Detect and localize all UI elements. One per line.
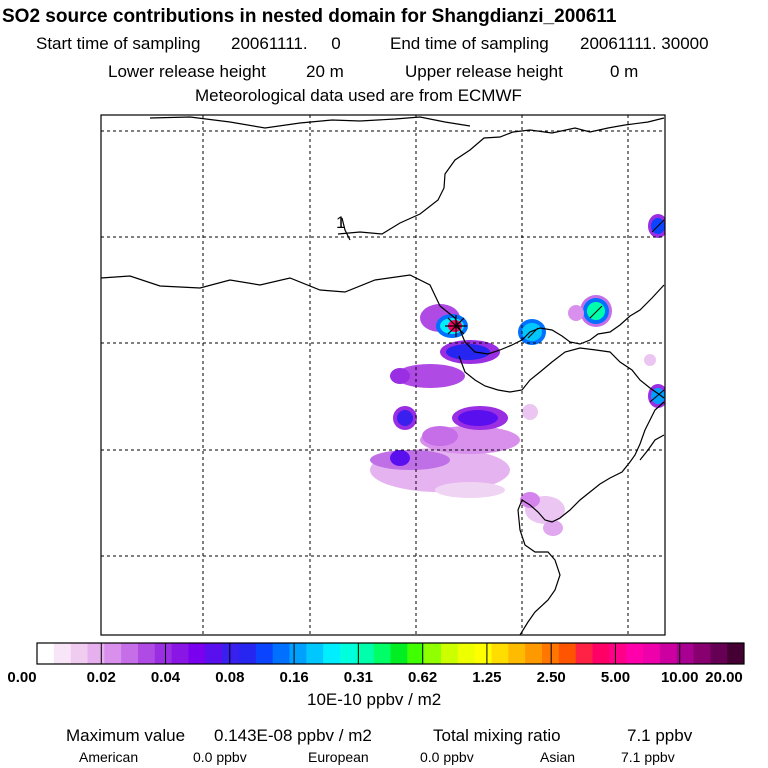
colorbar-cell [239,643,257,664]
max-value: 0.143E-08 ppbv / m2 [214,726,372,745]
colorbar-cell [727,643,745,664]
start-time-value: 20061111. 0 [231,34,341,53]
colorbar-cell [491,643,509,664]
colorbar-cell [171,643,189,664]
colorbar-tick-label: 0.62 [408,669,438,686]
colorbar-cell [70,643,88,664]
colorbar-frame [36,642,745,665]
met-data-line: Meteorological data used are from ECMWF [195,86,522,105]
colorbar-cell [558,643,577,664]
colorbar-cell [104,643,122,664]
colorbar-cell [306,643,324,664]
colorbar-cell [188,643,206,664]
concentration-field [370,214,665,536]
colorbar-tick-label: 0.31 [343,669,373,686]
colorbar-cell [609,643,627,664]
colorbar-cell [575,643,593,664]
colorbar-tick-label: 2.50 [536,669,566,686]
colorbar-cell [474,643,492,664]
asian-label: Asian [540,749,576,765]
colorbar-tick-label: 0.02 [86,669,116,686]
total-mixing-value: 7.1 ppbv [627,726,693,745]
colorbar-tick-label: 0.00 [7,669,37,686]
colorbar-tick-label: 0.16 [279,669,309,686]
colorbar-cell [710,643,728,664]
colorbar-cell [659,643,678,664]
american-label: American [79,749,139,765]
map-title: SO2 source contributions in nested domai… [2,6,617,27]
colorbar-cell [289,643,307,664]
colorbar-cell [542,643,560,664]
colorbar-cell [323,643,341,664]
upper-release-label: Upper release height [405,62,563,81]
european-value: 0.0 ppbv [420,749,474,765]
colorbar-cell [407,643,425,664]
colorbar-cell [676,643,694,664]
colorbar-tick-label: 5.00 [600,669,631,686]
colorbar-cell [457,643,476,664]
colorbar-cell [255,643,274,664]
colorbar-tick-label: 20.00 [705,669,743,686]
upper-release-value: 0 m [610,62,639,81]
colorbar-cell [508,643,526,664]
lat-lon-grid [101,115,665,635]
map-frame [100,114,666,636]
colorbar-cell [222,643,240,664]
colorbar-tick-label: 0.08 [215,669,245,686]
coastlines [101,116,665,635]
colorbar-cell [441,643,459,664]
colorbar-unit: 10E-10 ppbv / m2 [307,690,442,709]
total-mixing-label: Total mixing ratio [433,726,561,745]
colorbar-cell [87,643,105,664]
colorbar-cell [643,643,661,664]
lower-release-label: Lower release height [108,62,266,81]
colorbar-cell [626,643,644,664]
colorbar-cell [121,643,139,664]
colorbar-cell [390,643,408,664]
colorbar-cell [356,643,375,664]
american-value: 0.0 ppbv [193,749,247,765]
end-time-value: 20061111. 30000 [580,34,709,53]
lower-release-value: 20 m [306,62,344,81]
colorbar-cell [154,643,173,664]
colorbar-cell [693,643,711,664]
max-value-label: Maximum value [66,726,186,745]
colorbar-cell [37,643,55,664]
colorbar-tick-label: 1.25 [472,669,502,686]
source-marker-icon [445,315,467,337]
colorbar-cell [205,643,223,664]
start-time-label: Start time of sampling [36,34,201,53]
colorbar-cell [592,643,610,664]
colorbar-cell [424,643,442,664]
colorbar-tick-label: 0.04 [150,669,181,686]
asian-value: 7.1 ppbv [621,749,675,765]
european-label: European [308,749,369,765]
colorbar-cell [373,643,391,664]
colorbar-cell [525,643,543,664]
colorbar-cell [138,643,156,664]
contour-label: 1 [336,213,345,232]
colorbar-cell [272,643,290,664]
colorbar-tick-label: 10.00 [660,669,699,686]
colorbar-cell [53,643,72,664]
colorbar-cell [340,643,358,664]
end-time-label: End time of sampling [390,34,549,53]
